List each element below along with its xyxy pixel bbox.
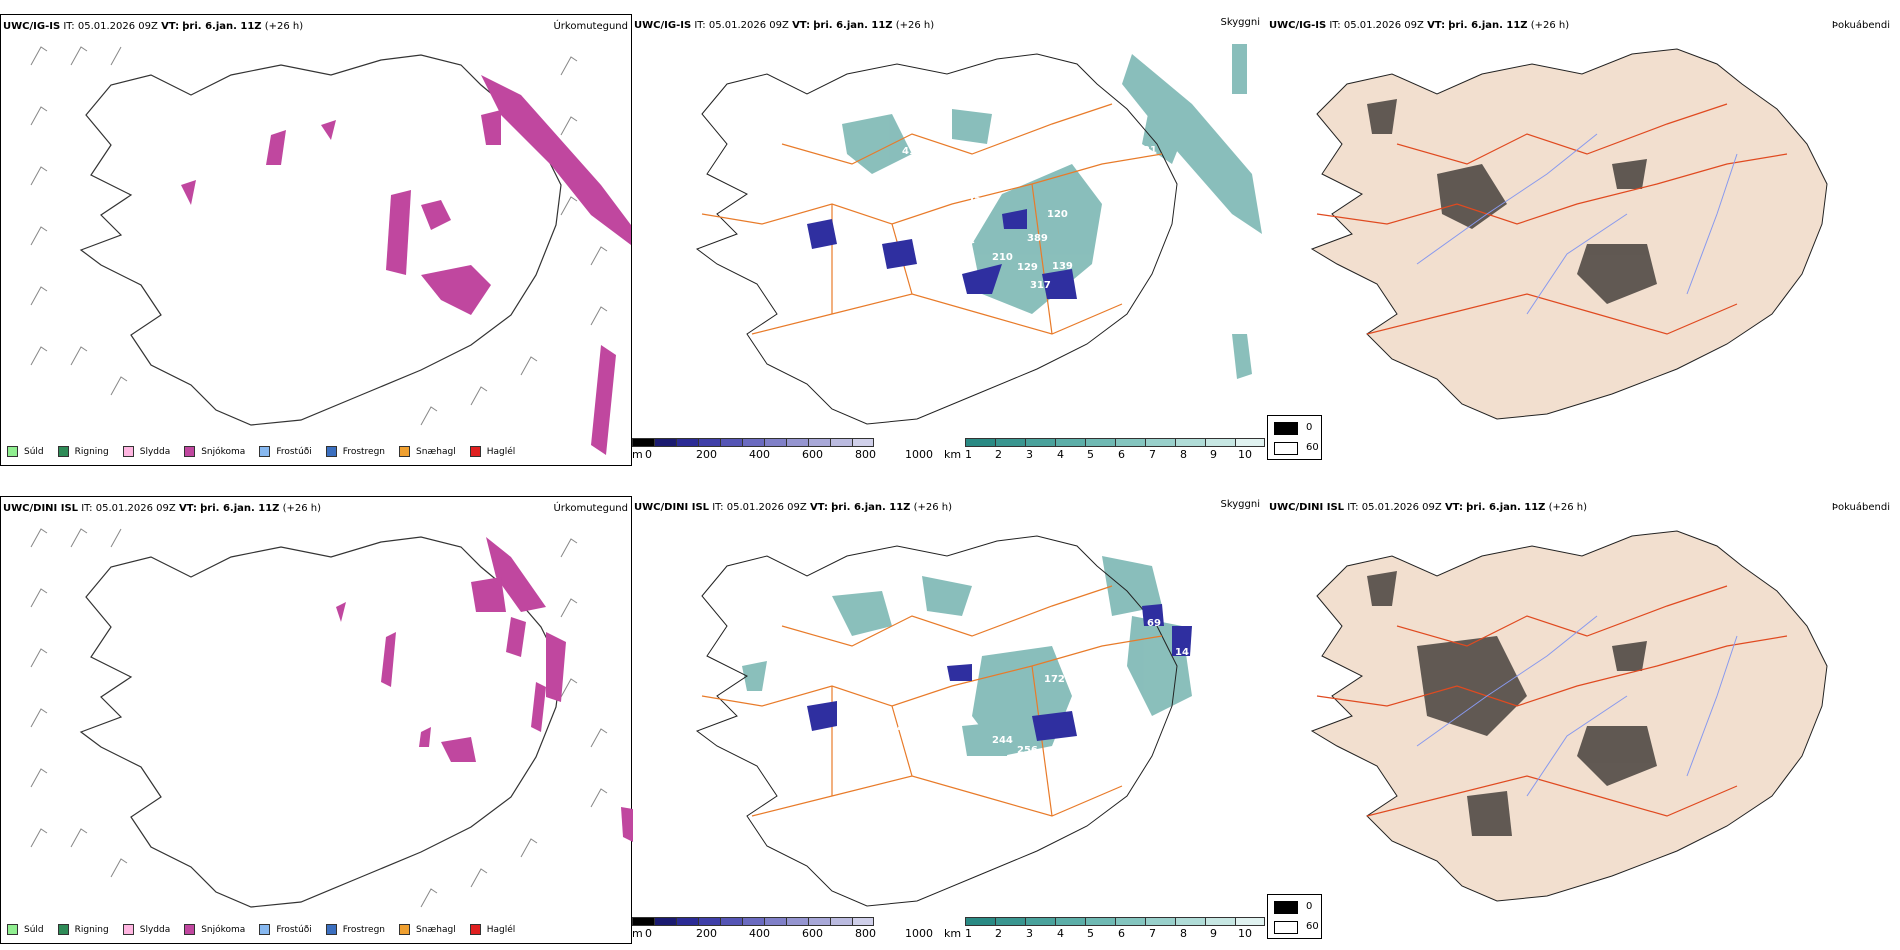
vis-label: 20 xyxy=(897,624,911,635)
iceland-land xyxy=(1310,530,1828,902)
legend-item: Snæhagl xyxy=(399,924,456,935)
vis-label: 41 xyxy=(902,146,916,157)
fog-map-row2 xyxy=(1310,530,1828,902)
wind-barbs xyxy=(30,528,608,908)
vis-label: 389 xyxy=(1027,233,1048,244)
vis-label: 121 xyxy=(954,235,975,246)
elevation-areas xyxy=(807,604,1192,741)
visibility-panel-row1: 41 50 23 199 121 389 120 210 129 139 317… xyxy=(632,14,1267,466)
vis-labels: 41 50 23 199 121 389 120 210 129 139 317… xyxy=(762,145,1157,291)
vis-label: 199 xyxy=(762,196,783,207)
header-row2-fog: UWC/DINI ISL IT: 05.01.2026 09Z VT: þri.… xyxy=(1269,502,1588,513)
legend-item: Súld xyxy=(7,446,44,457)
fog-panel-row2: UWC/DINI ISL IT: 05.01.2026 09Z VT: þri.… xyxy=(1267,496,1900,944)
fog-roads xyxy=(1316,585,1788,817)
rivers xyxy=(1416,615,1738,797)
header-row1-fog: UWC/IG-IS IT: 05.01.2026 09Z VT: þri. 6.… xyxy=(1269,20,1570,31)
snow-areas xyxy=(181,75,631,455)
header-row1-precip: UWC/IG-IS IT: 05.01.2026 09Z VT: þri. 6.… xyxy=(3,21,304,32)
precip-legend-row2: Súld Rigning Slydda Snjókoma Frostúði Fr… xyxy=(7,924,529,935)
iceland-land xyxy=(1310,48,1828,420)
vis-label: 139 xyxy=(1052,261,1073,272)
precip-legend-row1: Súld Rigning Slydda Snjókoma Frostúði Fr… xyxy=(7,446,529,457)
visibility-map-row2: 20 127 44 172 244 256 144 108 69 14 17 xyxy=(695,535,1192,907)
vis-label: 129 xyxy=(1017,262,1038,273)
vis-label: 108 xyxy=(1112,745,1133,756)
fog-title-row1: Þokuábendi xyxy=(1831,20,1890,31)
vis-label: 120 xyxy=(1047,209,1068,220)
fog-title-row2: Þokuábendi xyxy=(1831,502,1890,513)
rivers xyxy=(1416,133,1738,315)
precip-panel-row1: UWC/IG-IS IT: 05.01.2026 09Z VT: þri. 6.… xyxy=(0,14,632,466)
legend-item: Haglél xyxy=(469,446,515,457)
visibility-title-row2: Skyggni xyxy=(1220,499,1260,510)
vis-label: 69 xyxy=(1147,618,1161,629)
precip-panel-row2: UWC/DINI ISL IT: 05.01.2026 09Z VT: þri.… xyxy=(0,496,633,944)
iceland-outline xyxy=(79,54,562,426)
visibility-map-row1: 41 50 23 199 121 389 120 210 129 139 317… xyxy=(695,44,1262,425)
snow-areas xyxy=(336,537,633,842)
vis-label: 44 xyxy=(897,723,911,734)
iceland-outline xyxy=(695,535,1178,907)
vis-label: 23 xyxy=(967,196,981,207)
fog-roads xyxy=(1316,103,1788,335)
elevation-areas xyxy=(807,209,1077,299)
fog-map-row1 xyxy=(1310,48,1828,420)
legend-item: Frostúði xyxy=(259,924,312,935)
vis-label: 50 xyxy=(962,181,976,192)
teal-visibility-areas xyxy=(742,556,1192,756)
legend-item: Frostregn xyxy=(325,446,385,457)
legend-item: Frostregn xyxy=(325,924,385,935)
vis-label: 210 xyxy=(992,252,1013,263)
legend-item: Haglél xyxy=(469,924,515,935)
header-row2-visibility: UWC/DINI ISL IT: 05.01.2026 09Z VT: þri.… xyxy=(634,502,953,513)
legend-item: Slydda xyxy=(122,446,170,457)
vis-labels: 20 127 44 172 244 256 144 108 69 14 17 xyxy=(897,618,1189,756)
vis-label: 14 xyxy=(1175,647,1189,658)
iceland-outline xyxy=(695,53,1178,425)
legend-item: Frostúði xyxy=(259,446,312,457)
vis-label: 17 xyxy=(1080,713,1094,724)
wind-barbs xyxy=(30,46,608,426)
vis-label: 21 xyxy=(1143,145,1157,156)
vis-label: 144 xyxy=(1052,745,1073,756)
fog-panel-row1: UWC/IG-IS IT: 05.01.2026 09Z VT: þri. 6.… xyxy=(1267,14,1900,466)
roads xyxy=(701,585,1163,817)
vis-label: 317 xyxy=(1030,280,1051,291)
legend-item: Snjókoma xyxy=(184,924,245,935)
precip-map-row2 xyxy=(30,528,633,908)
vis-label: 172 xyxy=(1044,674,1065,685)
legend-item: Súld xyxy=(7,924,44,935)
vis-label: 127 xyxy=(950,713,971,724)
legend-item: Snjókoma xyxy=(184,446,245,457)
visibility-title-row1: Skyggni xyxy=(1220,17,1260,28)
vis-label: 244 xyxy=(992,735,1013,746)
legend-item: Rigning xyxy=(57,924,109,935)
precip-map-row1 xyxy=(30,46,631,455)
header-row2-precip: UWC/DINI ISL IT: 05.01.2026 09Z VT: þri.… xyxy=(3,503,322,514)
fog-shading xyxy=(1367,99,1657,304)
vis-label: 112 xyxy=(1115,259,1136,270)
iceland-outline xyxy=(79,536,562,908)
legend-item: Rigning xyxy=(57,446,109,457)
roads xyxy=(701,103,1163,335)
visibility-panel-row2: 20 127 44 172 244 256 144 108 69 14 17 U… xyxy=(632,496,1267,944)
legend-item: Snæhagl xyxy=(399,446,456,457)
header-row1-visibility: UWC/IG-IS IT: 05.01.2026 09Z VT: þri. 6.… xyxy=(634,20,935,31)
precip-title-row2: Úrkomutegund xyxy=(553,503,628,514)
fog-legend-row1: 0 60 xyxy=(1267,415,1322,460)
fog-shading xyxy=(1367,571,1657,836)
precip-title-row1: Úrkomutegund xyxy=(553,21,628,32)
fog-legend-row2: 0 60 xyxy=(1267,894,1322,939)
legend-item: Slydda xyxy=(122,924,170,935)
vis-label: 256 xyxy=(1017,745,1038,756)
